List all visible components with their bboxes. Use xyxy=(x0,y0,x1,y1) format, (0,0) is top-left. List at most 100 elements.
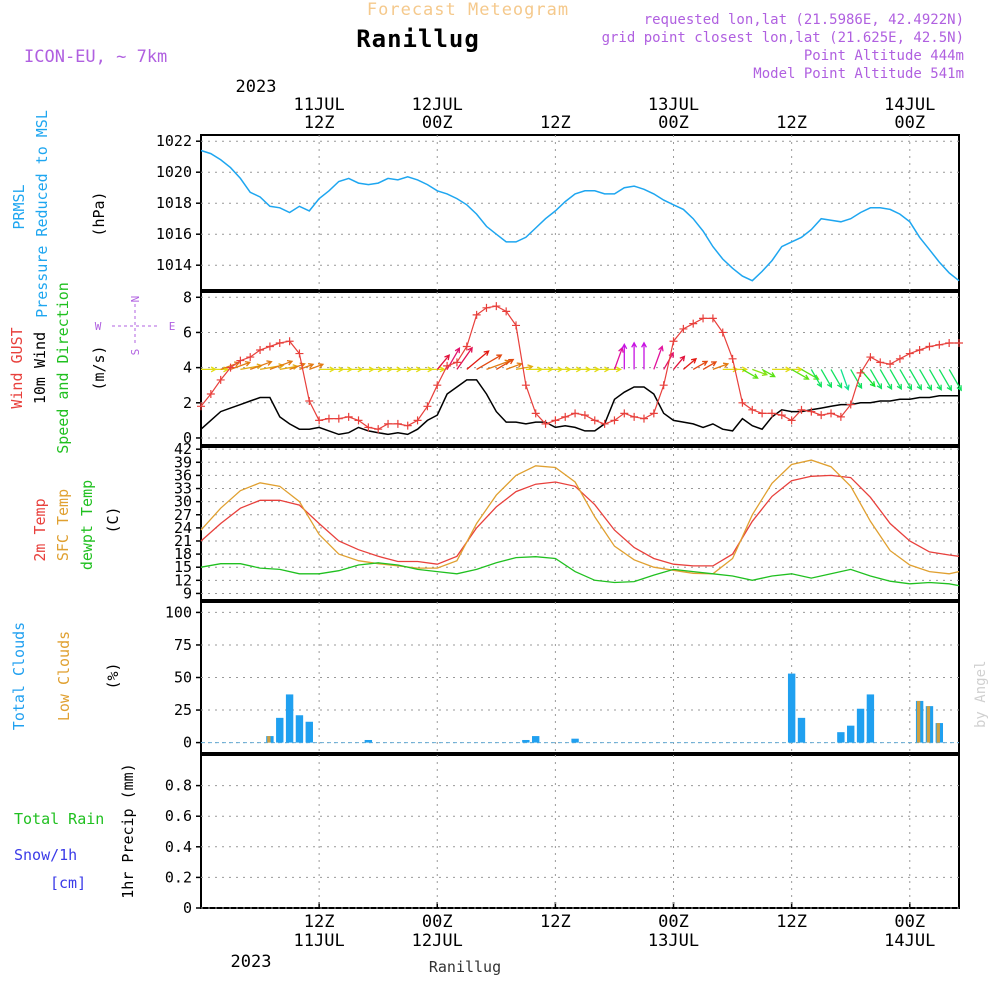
gust-marker xyxy=(915,346,924,355)
wind-arrow xyxy=(820,369,833,389)
gust-marker xyxy=(699,314,708,323)
gust-marker xyxy=(886,360,895,369)
wind-arrow xyxy=(456,346,473,370)
wind-arrow xyxy=(948,369,962,392)
wind-y-axis: 0 2 4 6 8 xyxy=(183,288,959,447)
gust-marker xyxy=(256,346,265,355)
gust-marker xyxy=(797,405,806,414)
precip-panel: Total Rain Snow/1h [cm] 1hr Precip (mm) … xyxy=(14,763,959,917)
total-cloud-bar xyxy=(847,725,855,743)
wind-arrow xyxy=(299,363,315,371)
y-tick-label: 0 xyxy=(183,899,192,917)
bottom-tick-date: 13JUL xyxy=(648,931,699,951)
total-cloud-bar xyxy=(285,694,294,743)
gust-marker xyxy=(777,411,786,420)
gust-marker xyxy=(718,328,727,337)
y-tick-label: 24 xyxy=(174,519,192,537)
gust-marker xyxy=(935,340,944,349)
wind-direction-arrows xyxy=(201,341,962,392)
gust-marker xyxy=(413,416,422,425)
gust-marker xyxy=(748,405,757,414)
precip-frame xyxy=(200,754,960,909)
bottom-tick-hour: 12Z xyxy=(776,912,807,932)
y-tick-label: 0.8 xyxy=(165,777,192,795)
wind-arrow xyxy=(869,369,883,390)
y-tick-label: 12 xyxy=(174,571,192,589)
pressure-unit: (hPa) xyxy=(90,191,108,236)
wind-arrow xyxy=(249,360,273,371)
gust-marker xyxy=(393,419,402,428)
y-tick-label: 50 xyxy=(174,669,192,687)
temperature-panel: 2m Temp SFC Temp dewpt Temp (C) 91215182… xyxy=(31,440,960,602)
wind-arrow xyxy=(791,368,810,380)
total-cloud-bar xyxy=(787,673,796,743)
wind-arrow xyxy=(476,354,503,370)
gust-marker xyxy=(492,302,501,311)
bottom-tick-hour: 00Z xyxy=(422,912,453,932)
low-cloud-bar xyxy=(936,723,940,743)
precip-label-cm: [cm] xyxy=(50,874,86,892)
wind-arrow xyxy=(909,369,922,391)
wind-arrow xyxy=(702,361,718,370)
y-tick-label: 6 xyxy=(183,323,192,341)
gust-marker xyxy=(482,303,491,312)
wind-arrow xyxy=(682,357,698,370)
gust-marker xyxy=(895,354,904,363)
gust-marker xyxy=(639,414,648,423)
wind-arrow xyxy=(309,363,325,371)
gust-marker xyxy=(384,419,393,428)
gust-marker xyxy=(236,356,245,365)
y-tick-label: 0.2 xyxy=(165,868,192,886)
pressure-label-prmsl: PRMSL xyxy=(10,184,28,229)
gust-marker xyxy=(265,342,274,351)
temp-dewpt-line xyxy=(200,556,960,587)
y-tick-label: 8 xyxy=(183,288,192,306)
gust-marker xyxy=(531,409,540,418)
y-tick-label: 42 xyxy=(174,440,192,458)
bottom-tick-date: 12JUL xyxy=(412,931,463,951)
wind-label-direction: Speed and Direction xyxy=(54,282,72,454)
wind-arrow xyxy=(269,359,294,371)
top-tick-date: 14JUL xyxy=(884,95,935,115)
wind-label-10m: 10m Wind xyxy=(31,332,49,404)
wind-arrow xyxy=(604,366,622,373)
pressure-panel: PRMSL Pressure Reduced to MSL (hPa) 1014… xyxy=(10,110,960,318)
y-tick-label: 1020 xyxy=(156,163,192,181)
top-tick-hour: 00Z xyxy=(894,113,925,133)
bottom-tick-hour: 12Z xyxy=(304,912,335,932)
temp-label-sfc: SFC Temp xyxy=(54,489,72,561)
clouds-panel: Total Clouds Low Clouds (%) 0 25 50 75 100 xyxy=(10,603,959,752)
wind-arrow xyxy=(899,369,913,391)
gust-marker xyxy=(669,337,678,346)
low-cloud-bar xyxy=(926,706,931,743)
gust-marker xyxy=(502,307,511,316)
gust-marker xyxy=(610,416,619,425)
gust-marker xyxy=(285,337,294,346)
y-tick-label: 33 xyxy=(174,480,192,498)
point-altitude: Point Altitude 444m xyxy=(804,48,964,64)
subtitle: Forecast Meteogram xyxy=(367,0,569,20)
temp-frame xyxy=(200,446,960,601)
panel-frames xyxy=(200,134,960,909)
gust-marker xyxy=(374,425,383,434)
gust-marker xyxy=(580,411,589,420)
clouds-label-total: Total Clouds xyxy=(10,622,28,730)
gust-marker xyxy=(728,354,737,363)
wind-arrow xyxy=(613,346,624,370)
wind-arrow xyxy=(631,341,638,370)
precip-label-snow: Snow/1h xyxy=(14,846,77,864)
pressure-label-msl: Pressure Reduced to MSL xyxy=(33,110,51,318)
wind-frame xyxy=(200,291,960,446)
gust-marker xyxy=(443,361,452,370)
total-cloud-bar xyxy=(522,739,530,743)
wind-arrow xyxy=(928,369,942,391)
gust-marker xyxy=(827,409,836,418)
total-cloud-bar xyxy=(797,717,806,743)
gust-marker xyxy=(472,310,481,319)
wind-arrow xyxy=(919,369,933,391)
wind-arrow xyxy=(515,364,534,371)
y-tick-label: 0 xyxy=(183,734,192,752)
compass-south: S xyxy=(129,349,142,356)
y-tick-label: 1018 xyxy=(156,194,192,212)
